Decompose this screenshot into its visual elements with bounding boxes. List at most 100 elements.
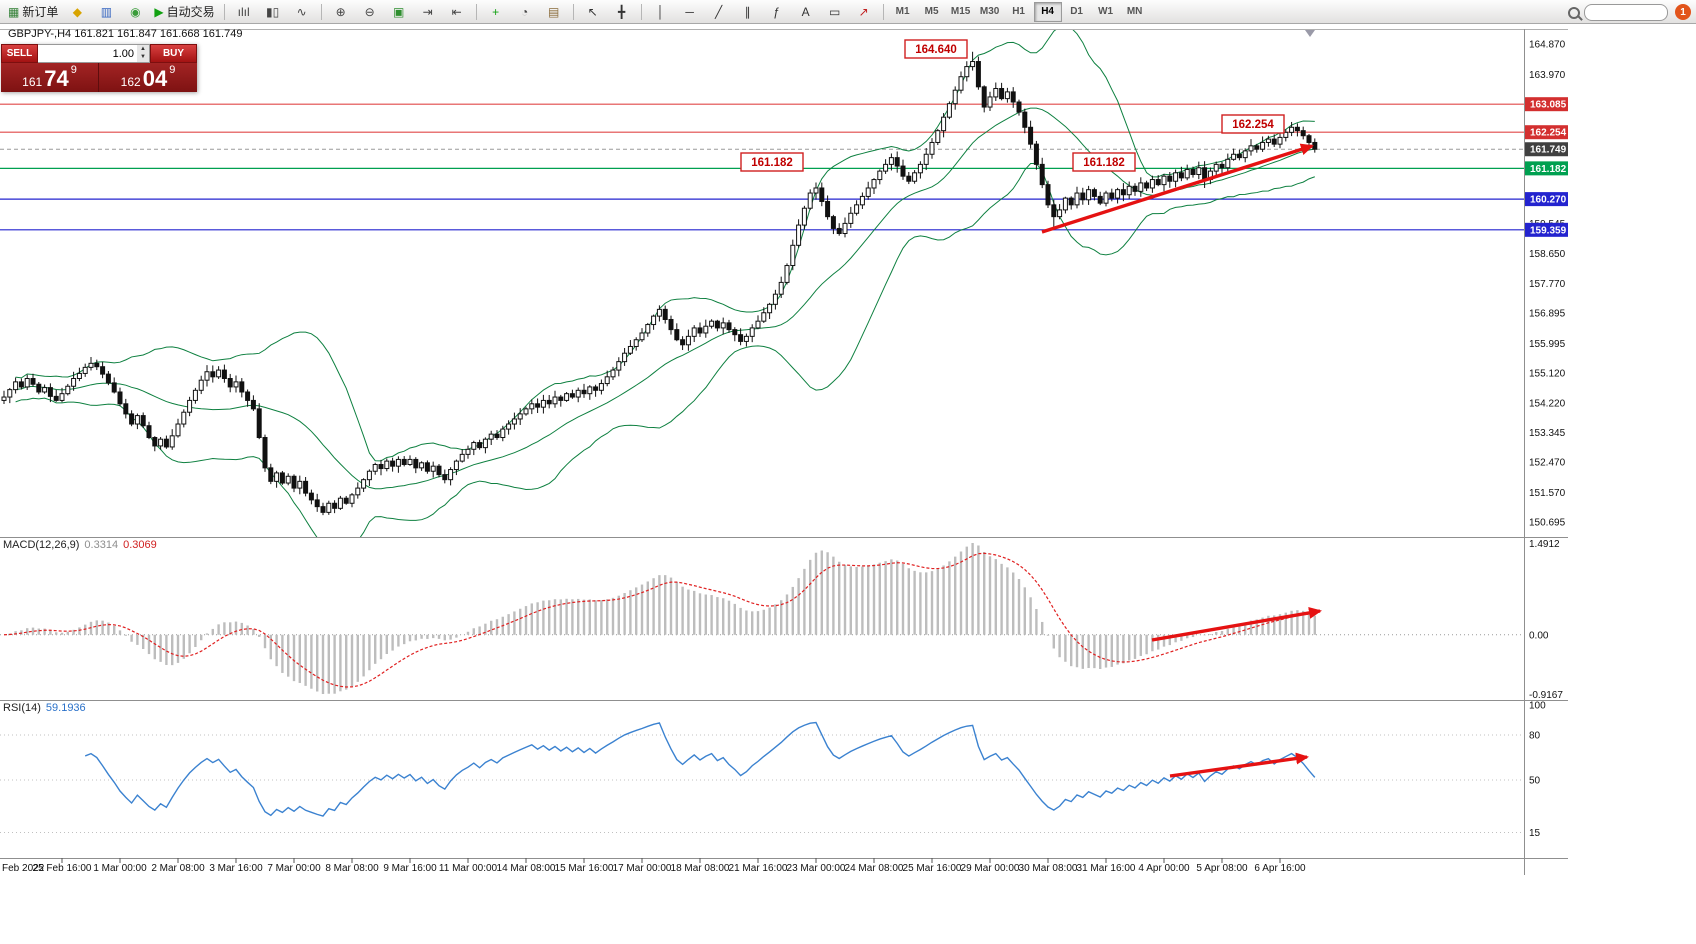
timeframe-h1-button[interactable]: H1: [1012, 6, 1025, 17]
notification-badge[interactable]: 1: [1675, 4, 1691, 20]
chart-shift-marker[interactable]: [1305, 30, 1315, 37]
tile-windows-button[interactable]: ▣: [385, 1, 413, 23]
price-annotation-label[interactable]: 164.640: [904, 39, 968, 59]
indicators-button[interactable]: +: [482, 1, 510, 23]
rsi-axis-label: 100: [1529, 701, 1546, 712]
price-axis-label: 152.470: [1529, 458, 1566, 469]
bid-price[interactable]: 161 74 9: [1, 63, 99, 92]
chart-canvas[interactable]: 164.870 163.970 163.085 162.254 161.749 161.1…: [0, 24, 1568, 875]
time-axis-label: 23 Mar 00:00: [787, 863, 846, 874]
candlestick-series: [1, 51, 1318, 516]
auto-scroll-button[interactable]: ⇥: [414, 1, 442, 23]
trend-arrow-rsi[interactable]: [1169, 752, 1309, 778]
macd-axis-min: -0.9167: [1529, 690, 1563, 701]
timeframe-m5-button[interactable]: M5: [924, 6, 939, 17]
toolbar: ▦ 新订单 ◆ ▥ ◉ ▶ 自动交易 ılıl ▮▯ ∿ ⊕ ⊖ ▣ ⇥ ⇤ + ◔ ▤ ↖ ╋ │ ─ ╱ ∥ ƒ A ▭ ↗ M1 M…: [0, 0, 1696, 24]
macd-axis-zero: 0.00: [1529, 630, 1549, 641]
data-window-button[interactable]: ▥: [92, 1, 120, 23]
new-order-button[interactable]: ▦ 新订单: [4, 1, 62, 23]
price-axis-label: 158.650: [1529, 249, 1566, 260]
macd-value-signal: 0.3069: [123, 539, 157, 551]
timeframe-m15-button[interactable]: M15: [950, 6, 971, 17]
price-annotation-label[interactable]: 161.182: [1072, 152, 1136, 172]
price-tag-160.270: 160.270: [1530, 195, 1567, 206]
time-axis-label: 25 Feb 16:00: [33, 863, 92, 874]
channel-button[interactable]: ∥: [734, 1, 762, 23]
ask-price[interactable]: 162 04 9: [99, 63, 197, 92]
horizontal-line-button[interactable]: ─: [676, 1, 704, 23]
price-annotation-label[interactable]: 162.254: [1221, 114, 1285, 134]
data-window-icon: ▥: [100, 4, 113, 19]
price-axis-label: 157.770: [1529, 279, 1566, 290]
price-axis-label: 155.120: [1529, 368, 1566, 379]
bid-major: 161: [22, 74, 43, 89]
navigator-button[interactable]: ◉: [121, 1, 149, 23]
price-annotation-label[interactable]: 161.182: [740, 152, 804, 172]
templates-button[interactable]: ▤: [540, 1, 568, 23]
time-axis-label: 21 Mar 16:00: [729, 863, 788, 874]
time-axis-label: 7 Mar 00:00: [267, 863, 321, 874]
crosshair-button[interactable]: ╋: [608, 1, 636, 23]
trend-arrow-macd[interactable]: [1151, 606, 1322, 642]
timeframe-m30-button[interactable]: M30: [979, 6, 1000, 17]
candlestick-chart-button[interactable]: ▮▯: [259, 1, 287, 23]
text-button[interactable]: A: [792, 1, 820, 23]
bid-pips: 74: [44, 66, 69, 92]
market-watch-button[interactable]: ◆: [63, 1, 91, 23]
toolbar-buttons: ▦ 新订单 ◆ ▥ ◉ ▶ 自动交易 ılıl ▮▯ ∿ ⊕ ⊖ ▣ ⇥ ⇤ + ◔ ▤ ↖ ╋ │ ─ ╱ ∥ ƒ A ▭ ↗ M1 M…: [4, 1, 1149, 23]
crosshair-icon: ╋: [617, 4, 626, 19]
macd-name: MACD(12,26,9): [3, 539, 80, 551]
timeframe-m1-button[interactable]: M1: [895, 6, 910, 17]
stepper-down-icon[interactable]: ▼: [137, 53, 149, 62]
price-axis-label: 164.870: [1529, 40, 1566, 51]
search-input[interactable]: [1584, 4, 1668, 21]
zoom-in-button[interactable]: ⊕: [327, 1, 355, 23]
indicators-icon: +: [492, 4, 500, 19]
trendline-button[interactable]: ╱: [705, 1, 733, 23]
cursor-button[interactable]: ↖: [579, 1, 607, 23]
auto-scroll-icon: ⇥: [422, 4, 433, 19]
bollinger-lower: [15, 163, 1315, 537]
auto-trading-label: 自动交易: [166, 5, 215, 19]
time-axis-label: 24 Mar 08:00: [845, 863, 904, 874]
auto-trading-button[interactable]: ▶ 自动交易: [150, 1, 218, 23]
volume-input[interactable]: [38, 46, 137, 61]
cursor-icon: ↖: [587, 4, 598, 19]
timeframe-h4-button[interactable]: H4: [1033, 1, 1062, 22]
timeframe-d1-button[interactable]: D1: [1070, 6, 1083, 17]
time-axis-label: 31 Mar 16:00: [1077, 863, 1136, 874]
price-axis-label: 153.345: [1529, 428, 1566, 439]
time-axis-label: 5 Apr 08:00: [1196, 863, 1248, 874]
sell-button[interactable]: SELL: [1, 44, 38, 63]
zoom-out-button[interactable]: ⊖: [356, 1, 384, 23]
bollinger-upper: [15, 30, 1315, 462]
auto-trading-icon: ▶: [154, 4, 164, 19]
line-chart-button[interactable]: ∿: [288, 1, 316, 23]
timeframe-mn-button[interactable]: MN: [1126, 6, 1143, 17]
svg-text:161.182: 161.182: [751, 157, 793, 169]
label-button[interactable]: ▭: [821, 1, 849, 23]
stepper-up-icon[interactable]: ▲: [137, 45, 149, 54]
arrow-tools-button[interactable]: ↗: [850, 1, 878, 23]
horizontal-line-icon: ─: [685, 4, 694, 19]
toolbar-separator: [223, 3, 225, 20]
vertical-line-button[interactable]: │: [647, 1, 675, 23]
trend-arrow-price[interactable]: [1041, 143, 1314, 234]
fibonacci-button[interactable]: ƒ: [763, 1, 791, 23]
time-axis-label: 6 Apr 16:00: [1254, 863, 1306, 874]
bar-chart-button[interactable]: ılıl: [230, 1, 258, 23]
price-tag-161.749: 161.749: [1530, 145, 1567, 156]
navigator-icon: ◉: [130, 4, 141, 19]
rsi-line: [84, 721, 1316, 817]
time-axis-label: 11 Mar 00:00: [439, 863, 498, 874]
buy-button[interactable]: BUY: [150, 44, 197, 63]
rsi-name: RSI(14): [3, 702, 41, 714]
periods-button[interactable]: ◔: [511, 1, 539, 23]
timeframe-w1-button[interactable]: W1: [1098, 6, 1114, 17]
rsi-axis-label: 80: [1529, 731, 1541, 742]
chart-shift-button[interactable]: ⇤: [443, 1, 471, 23]
volume-stepper[interactable]: ▲ ▼: [137, 44, 150, 63]
time-axis-label: 18 Mar 08:00: [671, 863, 730, 874]
tile-windows-icon: ▣: [392, 4, 405, 19]
ask-pips: 04: [142, 66, 168, 92]
